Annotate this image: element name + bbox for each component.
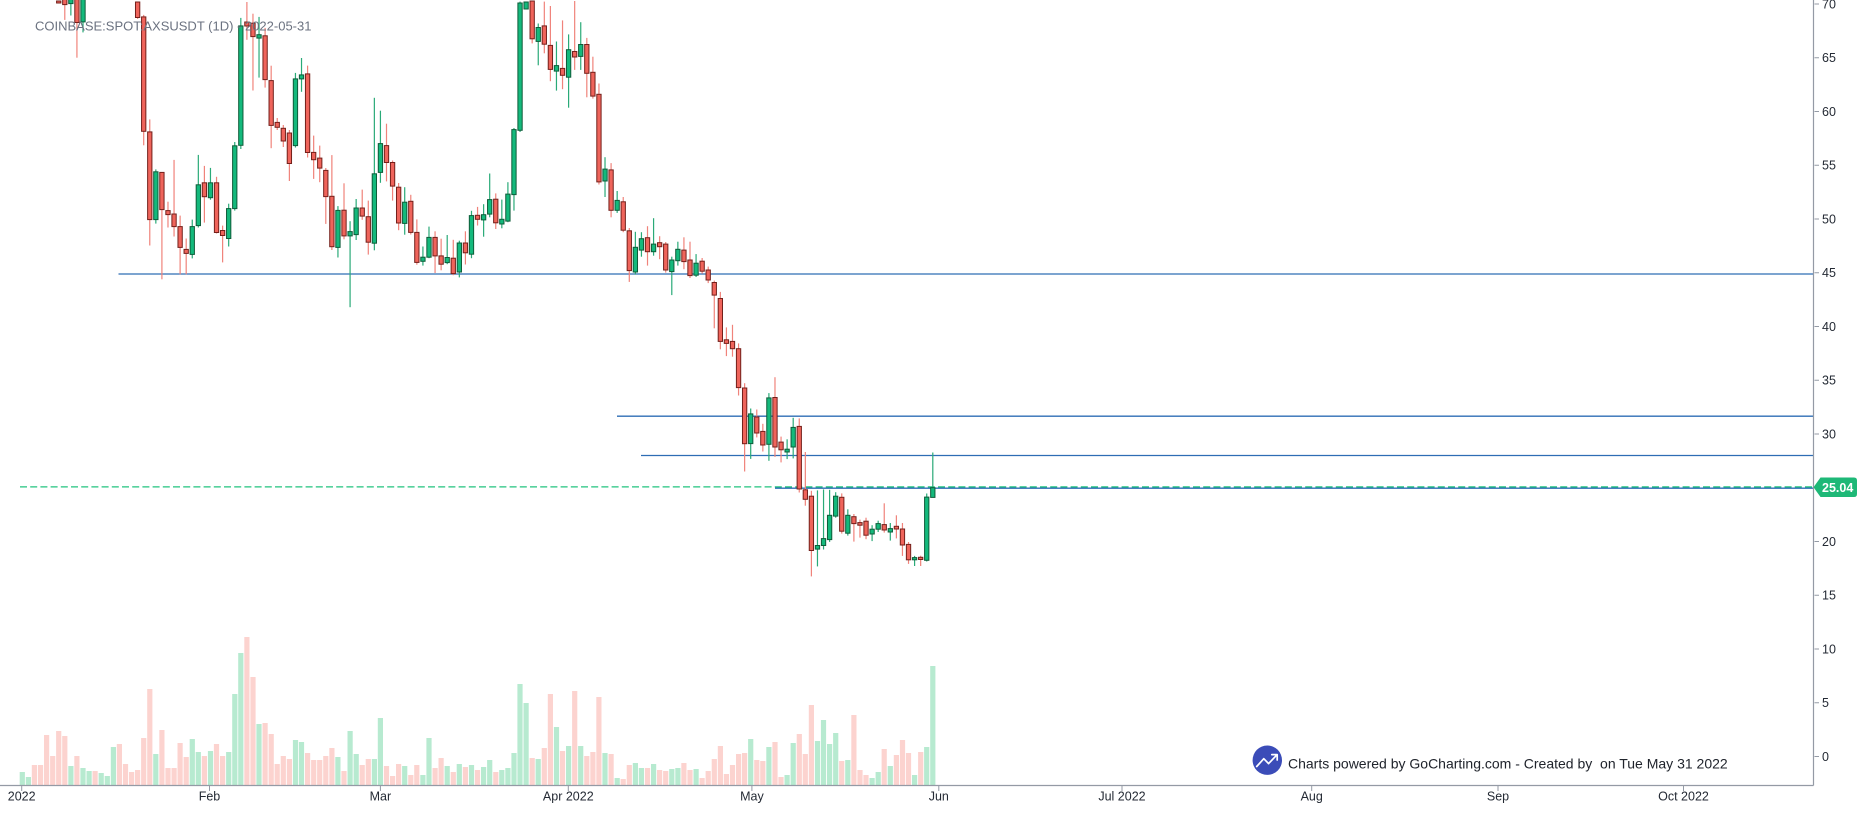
svg-text:COINBASE:SPOT:AXSUSDT (1D) - 2: COINBASE:SPOT:AXSUSDT (1D) - 2022-05-31: [35, 19, 311, 34]
svg-text:Mar: Mar: [370, 790, 392, 804]
svg-text:55: 55: [1822, 159, 1836, 173]
svg-text:2022: 2022: [8, 790, 36, 804]
svg-text:20: 20: [1822, 535, 1836, 549]
svg-text:30: 30: [1822, 427, 1836, 441]
svg-text:Apr 2022: Apr 2022: [543, 790, 594, 804]
svg-text:5: 5: [1822, 696, 1829, 710]
svg-text:15: 15: [1822, 589, 1836, 603]
svg-text:Charts powered by GoCharting.c: Charts powered by GoCharting.com - Creat…: [1288, 756, 1728, 772]
svg-text:40: 40: [1822, 320, 1836, 334]
svg-text:50: 50: [1822, 212, 1836, 226]
svg-text:45: 45: [1822, 266, 1836, 280]
svg-text:0: 0: [1822, 750, 1829, 764]
svg-text:60: 60: [1822, 105, 1836, 119]
svg-text:May: May: [740, 790, 764, 804]
svg-text:10: 10: [1822, 642, 1836, 656]
svg-text:Feb: Feb: [199, 790, 221, 804]
svg-text:Jun: Jun: [929, 790, 949, 804]
svg-text:Jul 2022: Jul 2022: [1098, 790, 1145, 804]
svg-text:Aug: Aug: [1301, 790, 1323, 804]
svg-text:25.04: 25.04: [1822, 481, 1853, 495]
svg-text:65: 65: [1822, 51, 1836, 65]
svg-text:Oct 2022: Oct 2022: [1658, 790, 1709, 804]
svg-text:35: 35: [1822, 374, 1836, 388]
svg-text:70: 70: [1822, 0, 1836, 11]
svg-text:Sep: Sep: [1487, 790, 1509, 804]
